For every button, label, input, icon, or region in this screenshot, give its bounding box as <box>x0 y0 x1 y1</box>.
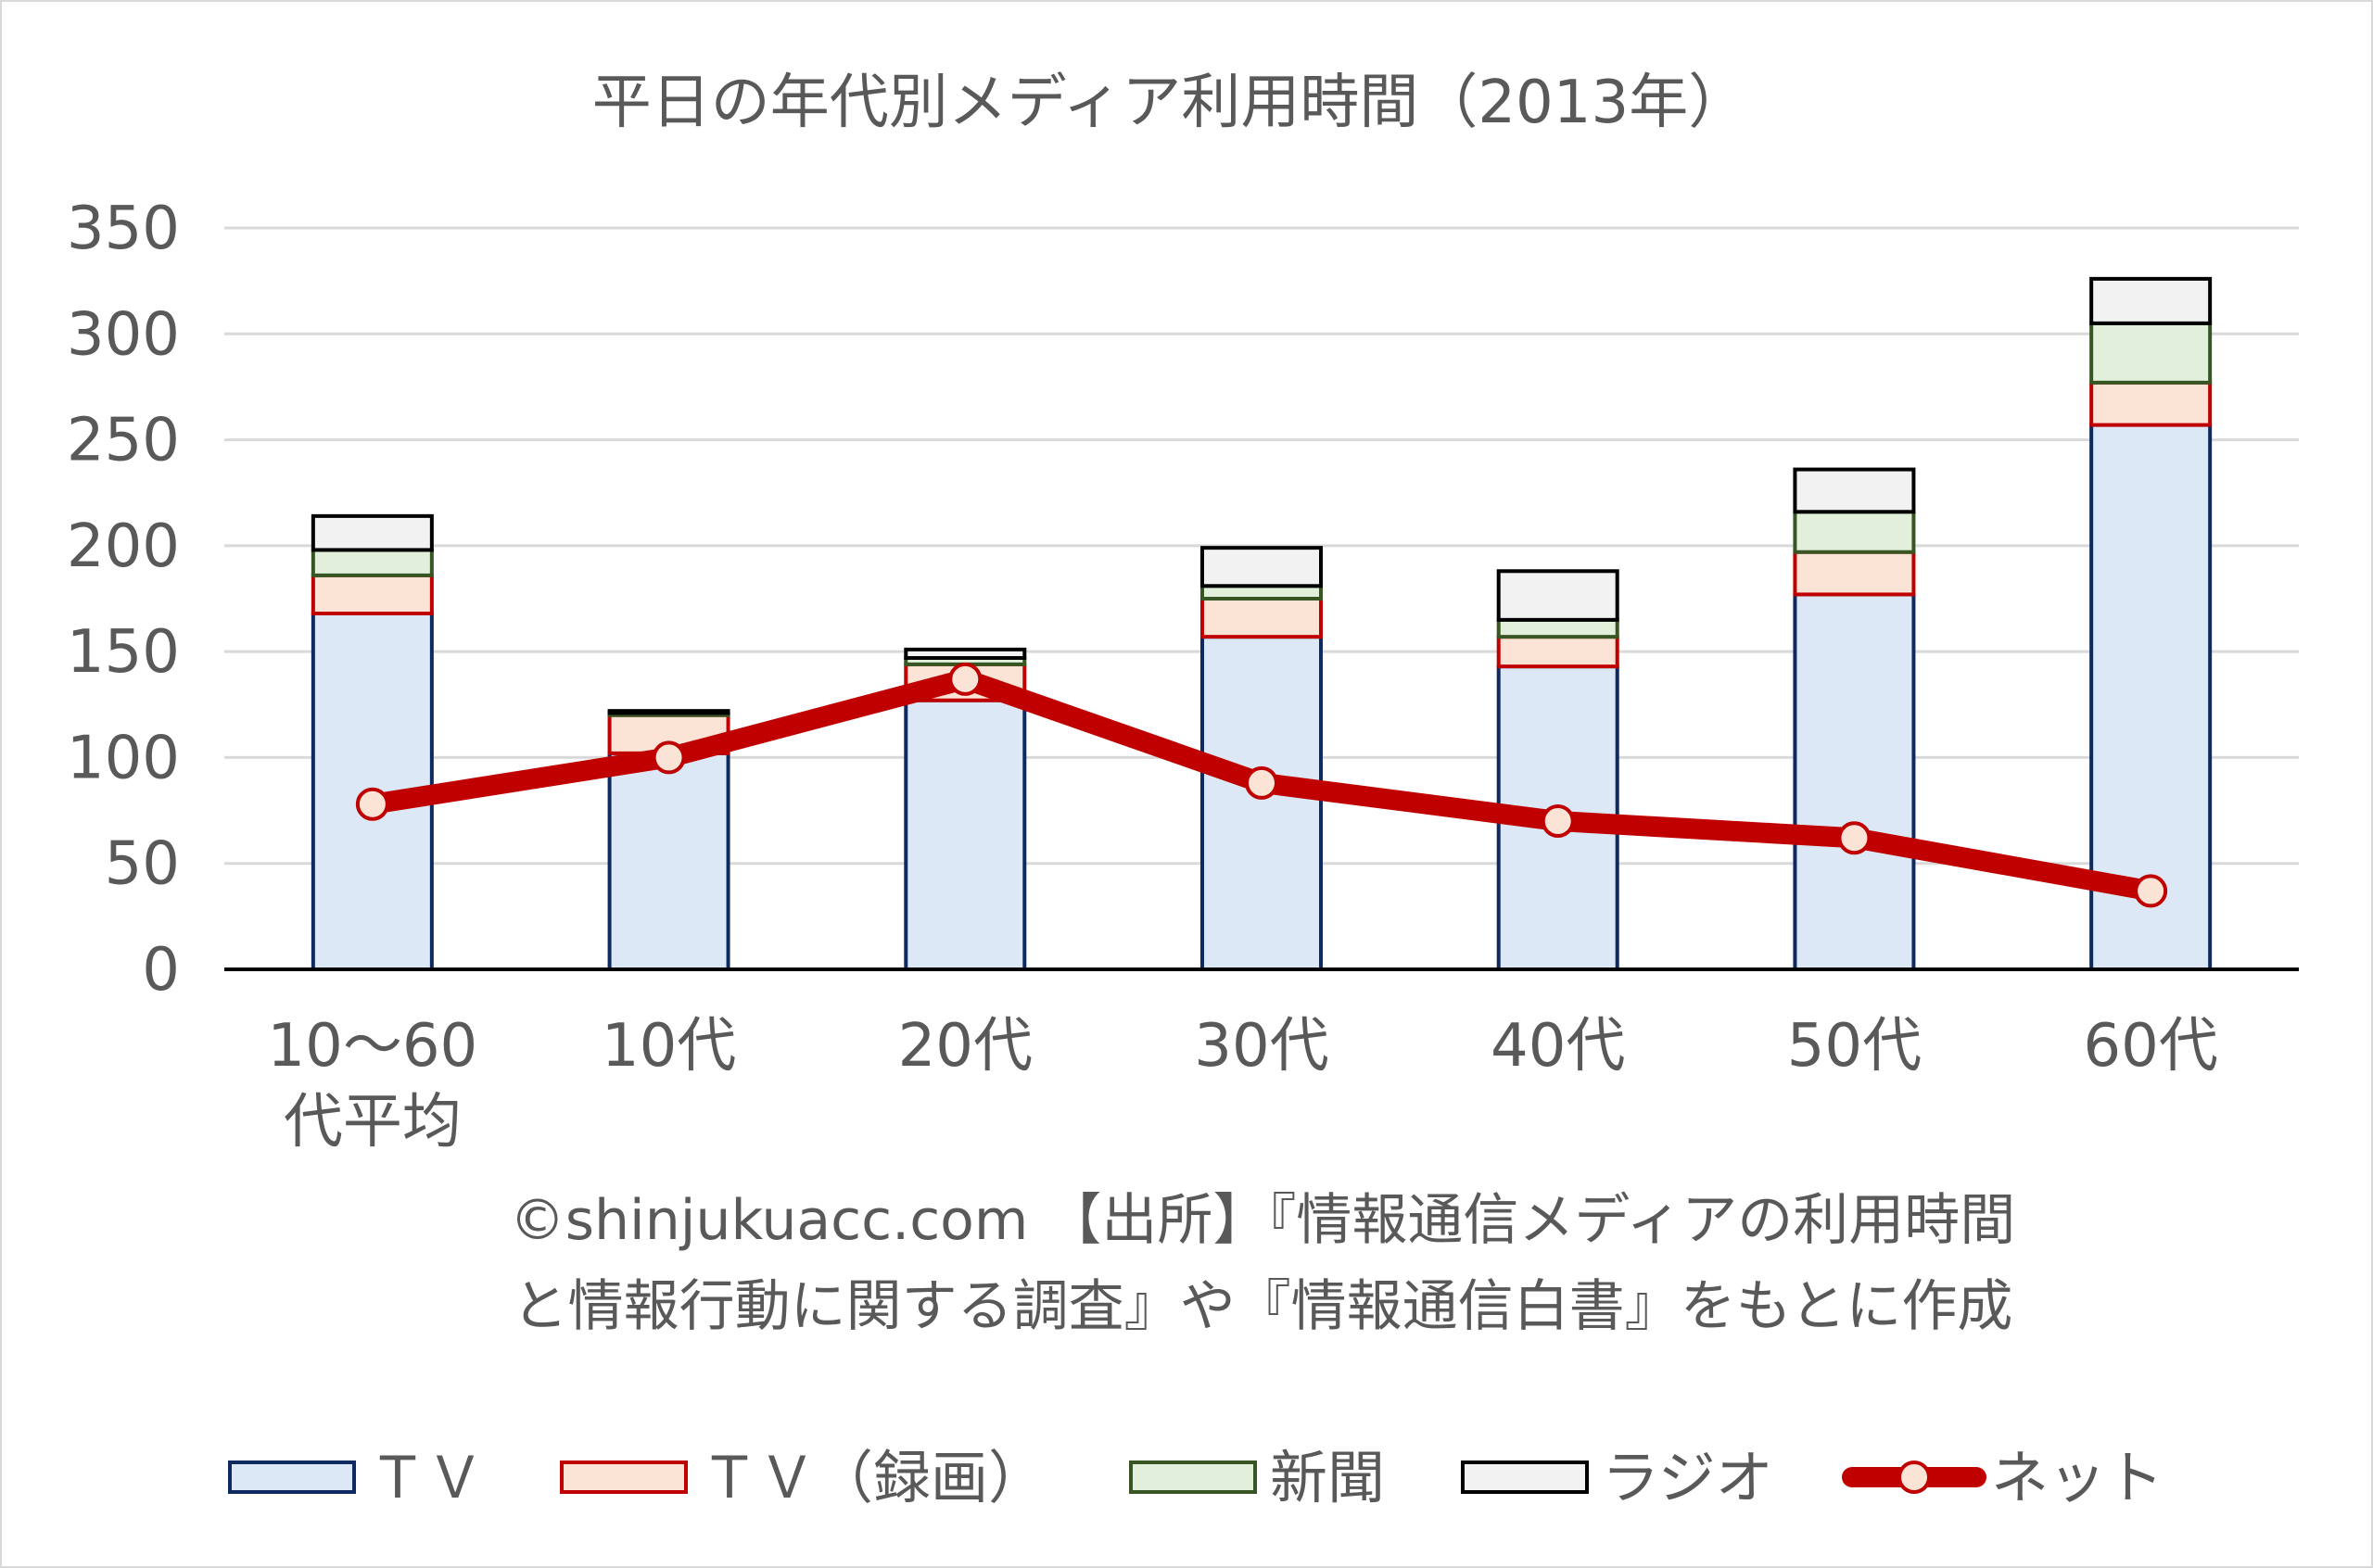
x-category-label: 代平均 <box>284 1088 462 1157</box>
net-point <box>1837 821 1872 855</box>
legend-swatch <box>1461 1461 1589 1494</box>
bar-segment <box>2089 276 2213 325</box>
net-point <box>2134 874 2168 908</box>
y-tick-label: 50 <box>105 830 180 899</box>
net-point <box>652 740 686 775</box>
y-tick-label: 300 <box>67 300 180 369</box>
bar-segment <box>1200 546 1323 588</box>
bar-segment <box>1200 597 1323 639</box>
bar-segment <box>607 751 730 971</box>
legend-label: ＴＶ（録画） <box>701 1444 1046 1511</box>
legend: ＴＶ ＴＶ（録画） 新聞 ラジオ ネット <box>228 1444 2164 1511</box>
x-category-label: 10～60 <box>267 1012 477 1081</box>
x-category-label: 20代 <box>898 1012 1033 1081</box>
bar-segment <box>1793 592 1916 972</box>
chart-title: 平日の年代別メディア利用時間（2013年） <box>592 69 1747 137</box>
bars <box>311 276 2213 972</box>
legend-swatch <box>1129 1461 1257 1494</box>
y-tick-label: 350 <box>67 195 180 263</box>
net-point <box>355 787 389 821</box>
bar-segment <box>1200 584 1323 601</box>
legend-label: ラジオ <box>1602 1444 1773 1511</box>
y-axis-ticks: 0 50 100 150 200 250 300 350 <box>67 195 180 1005</box>
x-category-label: 50代 <box>1787 1012 1922 1081</box>
x-category-label: 60代 <box>2083 1012 2217 1081</box>
legend-swatch <box>560 1461 688 1494</box>
bar-segment <box>311 513 434 552</box>
bar-segment <box>1793 550 1916 597</box>
legend-marker <box>1897 1461 1931 1494</box>
source-note-line1: ©shinjukuacc.com 【出所】『情報通信メディアの利用時間 <box>510 1188 2015 1253</box>
legend-label: 新聞 <box>1270 1444 1385 1511</box>
bar-segment <box>311 548 434 577</box>
net-line-series <box>355 662 2168 908</box>
net-point <box>1541 804 1575 838</box>
y-tick-label: 200 <box>67 512 180 581</box>
bar-segment <box>2089 321 2213 385</box>
legend-label: ネット <box>1991 1444 2164 1511</box>
y-tick-label: 150 <box>67 618 180 687</box>
bar-segment <box>1793 467 1916 514</box>
bar-segment <box>1200 635 1323 972</box>
bar-segment <box>904 647 1027 660</box>
x-category-label: 10代 <box>602 1012 736 1081</box>
bar-segment <box>1496 635 1619 669</box>
x-axis-categories: 10～60 代平均 10代 20代 30代 40代 50代 60代 <box>267 1012 2217 1157</box>
bar-segment <box>904 698 1027 971</box>
bar-segment <box>1793 510 1916 554</box>
bar-segment <box>1496 569 1619 622</box>
x-category-label: 30代 <box>1194 1012 1328 1081</box>
x-category-label: 40代 <box>1491 1012 1625 1081</box>
net-point <box>1245 765 1278 800</box>
source-note-line2: と情報行動に関する調査』や『情報通信白書』をもとに作成 <box>513 1274 2013 1339</box>
net-point <box>948 662 983 696</box>
legend-swatch <box>228 1461 356 1494</box>
y-tick-label: 250 <box>67 407 180 475</box>
bar-segment <box>2089 380 2213 427</box>
y-tick-label: 100 <box>67 724 180 792</box>
bar-segment <box>607 709 730 715</box>
bar-segment <box>311 573 434 615</box>
legend-label: ＴＶ <box>369 1444 484 1511</box>
bar-segment <box>1496 617 1619 639</box>
y-tick-label: 0 <box>142 936 180 1005</box>
